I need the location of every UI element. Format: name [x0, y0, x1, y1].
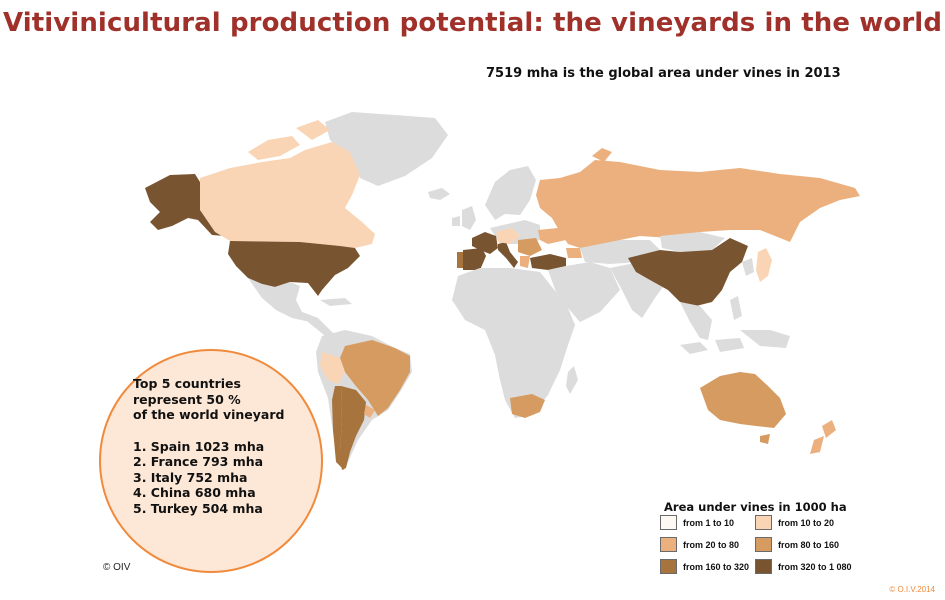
middle-east: [548, 262, 620, 322]
legend-swatch: [660, 515, 677, 530]
callout-heading-line: represent 50 %: [133, 391, 241, 407]
top-country-item: 4. China 680 mha: [133, 485, 256, 500]
legend-swatch: [755, 515, 772, 530]
portugal: [457, 252, 463, 268]
south-africa: [510, 394, 545, 418]
legend-swatch: [660, 537, 677, 552]
legend-swatch: [755, 537, 772, 552]
caucasus: [566, 248, 582, 258]
canadian-arctic-islands: [248, 120, 330, 160]
mongolia: [660, 232, 725, 252]
argentina: [340, 386, 366, 470]
legend-item: from 320 to 1 080: [755, 559, 852, 574]
scandinavia: [485, 166, 536, 220]
peru: [320, 352, 345, 384]
indonesia-philippines: [680, 296, 790, 354]
top-country-item: 3. Italy 752 mha: [133, 469, 248, 485]
top-countries-callout-circle: [99, 349, 323, 573]
usa: [228, 241, 360, 296]
madagascar: [566, 366, 578, 394]
legend-label: from 160 to 320: [683, 561, 750, 572]
top-country-item: 5. Turkey 504 mha: [133, 500, 263, 516]
legend-item: from 10 to 20: [755, 515, 834, 530]
novaya-zemlya: [592, 148, 612, 162]
africa: [452, 268, 575, 418]
alaska: [145, 174, 225, 236]
legend-label: from 80 to 160: [778, 539, 840, 550]
top-countries-callout: Top 5 countries represent 50 % of the wo…: [133, 376, 303, 516]
legend-swatch: [755, 559, 772, 574]
legend-swatch: [660, 559, 677, 574]
central-america: [302, 298, 352, 340]
top-country-item: 1. Spain 1023 mha: [133, 438, 265, 454]
page-title: Vitivinicultural production potential: t…: [2, 8, 943, 38]
turkey: [530, 254, 566, 270]
callout-heading-line: of the world vineyard: [133, 407, 285, 422]
france: [472, 232, 498, 254]
copyright-oiv: © OIV: [103, 562, 131, 573]
korea: [742, 258, 754, 276]
uruguay: [364, 405, 375, 418]
legend-item: from 160 to 320: [660, 559, 749, 574]
china: [628, 238, 748, 306]
legend-item: from 1 to 10: [660, 515, 734, 530]
legend-item: from 80 to 160: [755, 537, 839, 552]
footer-copyright: © O.I.V.2014: [889, 585, 935, 594]
legend-label: from 1 to 10: [683, 517, 735, 528]
japan: [756, 248, 772, 282]
top-countries-list: 1. Spain 1023 mha 2. France 793 mha 3. I…: [133, 439, 303, 517]
map-legend: from 1 to 10 from 10 to 20 from 20 to 80…: [660, 515, 870, 575]
legend-label: from 320 to 1 080: [778, 561, 852, 572]
legend-title: Area under vines in 1000 ha: [664, 500, 847, 514]
chile: [332, 386, 344, 470]
russia: [536, 160, 860, 248]
spain: [463, 248, 486, 270]
balkans-romania: [518, 238, 542, 256]
british-isles: [452, 206, 476, 230]
italy: [498, 242, 518, 268]
southeast-asia: [680, 302, 712, 340]
greece: [520, 256, 530, 268]
canada: [200, 142, 375, 248]
callout-heading-line: Top 5 countries: [133, 376, 241, 391]
tasmania: [760, 434, 770, 444]
top-country-item: 2. France 793 mha: [133, 454, 264, 469]
legend-item: from 20 to 80: [660, 537, 739, 552]
australia: [700, 372, 786, 428]
mexico: [248, 278, 318, 322]
legend-label: from 20 to 80: [683, 539, 740, 550]
brazil: [340, 340, 410, 416]
german-austrian-vineyards: [496, 228, 520, 244]
ukraine-moldova: [538, 228, 566, 244]
new-zealand: [810, 420, 836, 454]
global-area-subtitle: 7519 mha is the global area under vines …: [486, 66, 841, 81]
legend-label: from 10 to 20: [778, 517, 835, 528]
iceland: [428, 188, 450, 200]
